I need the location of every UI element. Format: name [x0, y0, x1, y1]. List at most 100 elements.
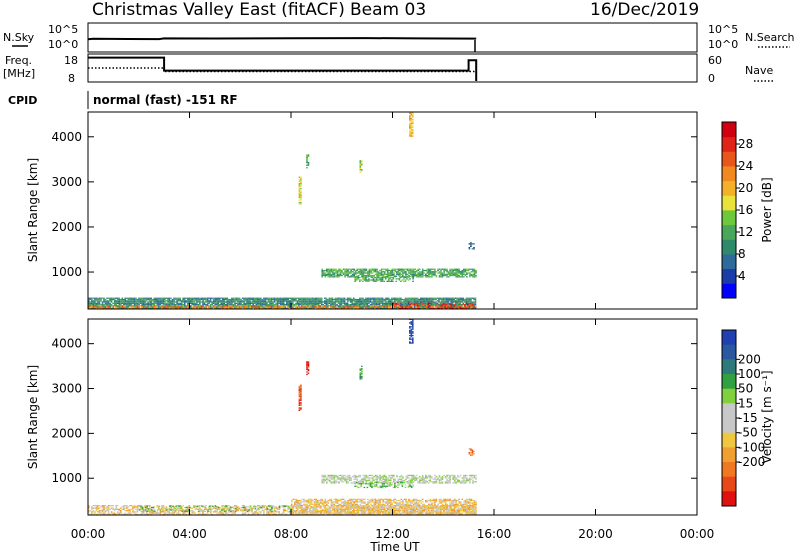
echo-cell — [418, 272, 421, 274]
echo-cell — [450, 271, 453, 273]
echo-cell — [249, 510, 251, 512]
echo-cell — [444, 305, 446, 307]
freq-label-line2: [MHz] — [3, 67, 35, 80]
echo-cell — [354, 279, 356, 281]
echo-cell — [407, 304, 410, 306]
echo-cell — [180, 304, 183, 306]
echo-cell — [101, 506, 104, 508]
echo-cell — [380, 300, 382, 302]
echo-cell — [298, 191, 301, 194]
echo-cell — [217, 305, 219, 307]
echo-cell — [421, 305, 423, 307]
echo-cell — [450, 301, 452, 303]
echo-cell — [135, 511, 137, 513]
echo-cell — [444, 300, 446, 302]
echo-cell — [126, 306, 128, 308]
echo-cell — [397, 278, 399, 280]
echo-cell — [338, 513, 340, 515]
echo-cell — [473, 297, 475, 299]
echo-cell — [463, 268, 465, 270]
echo-cell — [431, 273, 433, 275]
echo-cell — [374, 297, 376, 299]
echo-cell — [151, 302, 154, 304]
echo-cell — [276, 307, 279, 309]
echo-cell — [291, 503, 293, 505]
echo-cell — [329, 512, 331, 514]
echo-cell — [215, 507, 218, 509]
echo-cell — [369, 300, 372, 302]
echo-cell — [365, 268, 368, 270]
echo-cell — [171, 305, 174, 307]
echo-cell — [267, 304, 270, 306]
echo-cell — [293, 298, 296, 301]
echo-cell — [300, 506, 302, 508]
echo-cell — [405, 276, 407, 278]
echo-cell — [144, 301, 146, 303]
echo-cell — [159, 307, 162, 309]
echo-cell — [327, 508, 329, 510]
echo-cell — [378, 298, 381, 301]
echo-cell — [363, 306, 366, 308]
echo-cell — [382, 268, 384, 270]
echo-cell — [348, 305, 350, 307]
echo-cell — [266, 297, 268, 299]
echo-cell — [372, 298, 375, 301]
echo-cell — [455, 274, 457, 277]
echo-cell — [266, 302, 268, 304]
echo-cell — [342, 302, 344, 304]
echo-cell — [261, 507, 264, 509]
echo-cell — [226, 505, 229, 507]
echo-cell — [445, 510, 448, 512]
echo-cell — [164, 512, 166, 514]
echo-cell — [282, 305, 285, 307]
echo-cell — [170, 305, 172, 307]
echo-cell — [351, 304, 353, 306]
echo-cell — [450, 300, 452, 302]
echo-cell — [222, 304, 224, 306]
echo-cell — [362, 306, 364, 308]
echo-cell — [333, 506, 336, 508]
echo-cell — [342, 501, 345, 503]
echo-cell — [443, 274, 445, 277]
echo-cell — [104, 300, 107, 302]
echo-cell — [313, 306, 315, 308]
echo-cell — [381, 300, 384, 302]
echo-cell — [325, 300, 328, 302]
echo-cell — [203, 297, 206, 299]
echo-cell — [374, 279, 376, 281]
echo-cell — [314, 298, 317, 301]
echo-cell — [340, 513, 343, 515]
echo-cell — [344, 505, 346, 507]
echo-cell — [352, 302, 355, 304]
echo-cell — [348, 306, 350, 308]
echo-cell — [106, 300, 108, 302]
echo-cell — [330, 276, 333, 278]
echo-cell — [133, 305, 136, 307]
echo-cell — [290, 301, 293, 303]
echo-cell — [112, 512, 114, 514]
echo-cell — [458, 306, 460, 308]
echo-cell — [136, 305, 139, 307]
echo-cell — [275, 298, 277, 301]
echo-cell — [282, 512, 285, 514]
echo-cell — [228, 306, 230, 308]
echo-cell — [334, 305, 337, 307]
echo-cell — [132, 506, 134, 508]
echo-cell — [107, 300, 110, 302]
echo-cell — [419, 306, 422, 308]
echo-cell — [407, 511, 410, 513]
echo-cell — [113, 512, 116, 514]
echo-cell — [244, 297, 247, 299]
echo-cell — [168, 304, 171, 306]
echo-cell — [187, 304, 189, 306]
echo-cell — [435, 276, 438, 278]
echo-cell — [428, 268, 430, 270]
echo-cell — [113, 301, 116, 303]
echo-cell — [257, 307, 259, 309]
freq-series-line — [88, 56, 478, 81]
echo-cell — [312, 499, 314, 502]
echo-cell — [461, 305, 463, 307]
echo-cell — [440, 273, 442, 275]
echo-cell — [462, 507, 465, 509]
echo-cell — [228, 305, 230, 307]
